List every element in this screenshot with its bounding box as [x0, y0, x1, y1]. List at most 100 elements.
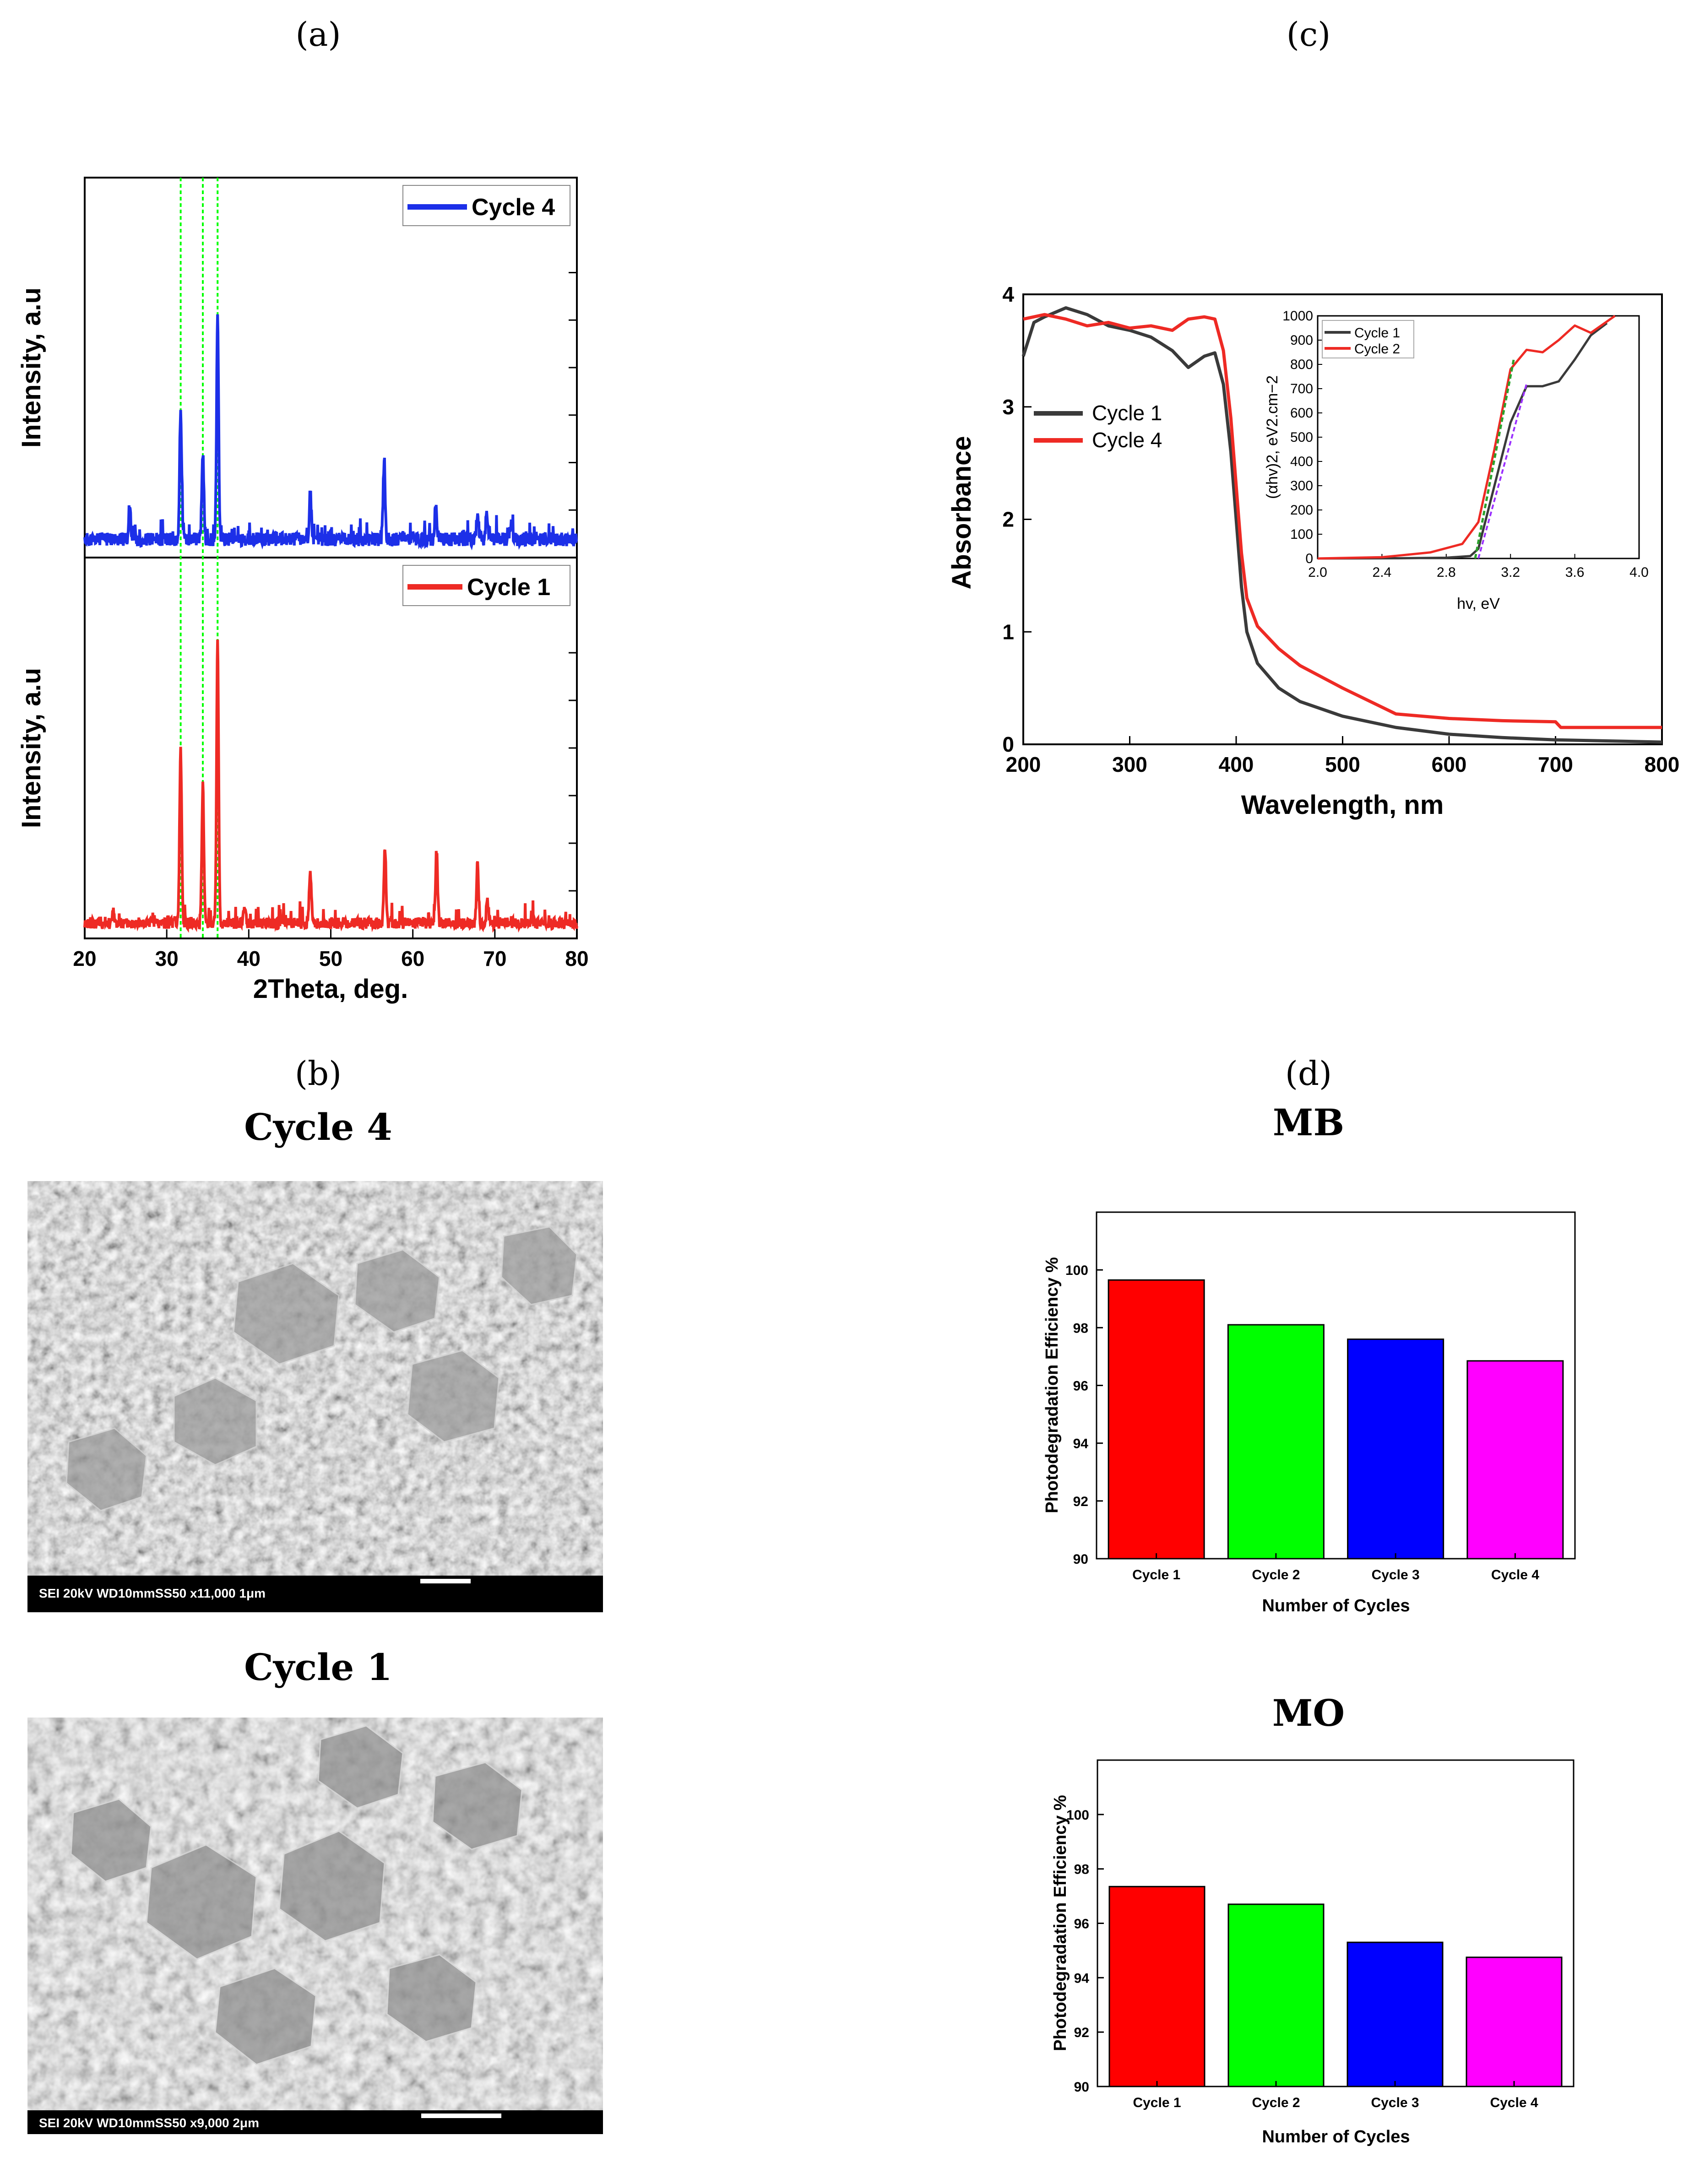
- mo-plot-bar-4: [1466, 1956, 1563, 2087]
- xrd-xtick-label: 70: [483, 947, 506, 970]
- mb-bar-chart: 90 92 94 96 98 100 Cycle 1 Cycle 2 Cycle 3 Cycle …: [1043, 1211, 1576, 1615]
- uvvis-series-cycle1: [1021, 306, 1662, 744]
- sem-info-bottom: SEI 20kV WD10mmSS50 x9,000 2μm: [39, 2116, 259, 2130]
- inset-xtick-label: 3.2: [1501, 565, 1520, 580]
- mb-plot-bar-3: [1347, 1339, 1444, 1560]
- mb-title: MB: [1273, 1101, 1344, 1144]
- panel-label-c: (c): [1287, 15, 1331, 54]
- sem-image-top: SEI 20kV WD10mmSS50 x11,000 1μm: [27, 1181, 603, 1612]
- mb-plot-bar-1: [1108, 1279, 1205, 1560]
- uvvis-ytick-label: 3: [1002, 395, 1014, 419]
- inset-ytick-label: 500: [1290, 430, 1313, 445]
- mb-xlabel: Number of Cycles: [1262, 1596, 1410, 1615]
- uvvis-xlabel: Wavelength, nm: [1241, 790, 1444, 820]
- mo-bar-chart: 90 92 94 96 98 100 Cycle 1 Cycle 2 Cycle 3 Cycle …: [1051, 1759, 1575, 2146]
- uvvis-series-cycle4: [1023, 313, 1662, 729]
- mo-plot-bar-3: [1347, 1941, 1444, 2087]
- uvvis-xtick-label: 300: [1112, 753, 1147, 776]
- mb-ylabel: Photodegradation Efficiency %: [1043, 1257, 1062, 1513]
- uvvis-legend-label-cycle4: Cycle 4: [1092, 428, 1162, 452]
- panel-label-d: (d): [1285, 1054, 1332, 1093]
- inset-xtick-label: 2.8: [1437, 565, 1456, 580]
- sem-image-bottom: SEI 20kV WD10mmSS50 x9,000 2μm: [27, 1718, 603, 2134]
- inset-series-cycle1: [1317, 322, 1608, 560]
- xrd-legend-label-cycle4: Cycle 4: [472, 194, 555, 221]
- uvvis-xtick-label: 800: [1645, 753, 1680, 776]
- mo-plot-xtick-label: Cycle 2: [1252, 2095, 1300, 2110]
- xrd-xtick-label: 80: [565, 947, 588, 970]
- xrd-xlabel: 2Theta, deg.: [253, 974, 408, 1004]
- xrd-ylabel-top: Intensity, a.u: [16, 287, 46, 448]
- xrd-legend-label-cycle1: Cycle 1: [467, 574, 550, 601]
- sem-scale-bar-bottom: [421, 2114, 501, 2118]
- sem-info-bar-top: [27, 1576, 603, 1612]
- inset-ytick-label: 300: [1290, 478, 1313, 493]
- mo-plot-ytick-label: 90: [1074, 2080, 1089, 2095]
- xrd-xtick-label: 50: [319, 947, 342, 970]
- mo-plot-bar-1: [1108, 1886, 1205, 2087]
- mb-plot-ytick-label: 98: [1073, 1321, 1088, 1336]
- mb-plot-xtick-label: Cycle 3: [1372, 1567, 1420, 1582]
- xrd-xtick-label: 40: [237, 947, 261, 970]
- uvvis-xtick-label: 200: [1006, 753, 1041, 776]
- xrd-chart: 20 30 40 50 60 70 80 Cycle 4 Cycle 1 Intensity…: [16, 177, 589, 1004]
- inset-ytick-label: 1000: [1282, 309, 1313, 324]
- inset-xlabel: hv, eV: [1457, 595, 1500, 612]
- inset-ytick-label: 400: [1290, 454, 1313, 469]
- mo-plot-xtick-label: Cycle 1: [1133, 2095, 1181, 2110]
- uvvis-chart: 200 300 400 500 600 700 800 0 1 2 3 4 Cycle 1 Cycle…: [947, 282, 1679, 820]
- mo-plot-ytick-label: 100: [1066, 1808, 1089, 1823]
- mb-plot-ytick-label: 100: [1065, 1263, 1088, 1278]
- uvvis-xtick-label: 600: [1432, 753, 1467, 776]
- uvvis-ytick-label: 1: [1002, 620, 1014, 644]
- inset-ytick-label: 100: [1290, 527, 1313, 542]
- inset-ytick-label: 900: [1290, 333, 1313, 348]
- inset-xtick-label: 4.0: [1629, 565, 1649, 580]
- sem-title-top: Cycle 4: [244, 1106, 392, 1149]
- inset-legend-label-cycle2: Cycle 2: [1354, 341, 1400, 357]
- sem-title-bottom: Cycle 1: [244, 1646, 392, 1689]
- mb-plot-ytick-label: 94: [1073, 1436, 1089, 1452]
- uvvis-legend-label-cycle1: Cycle 1: [1092, 401, 1162, 425]
- inset-ytick-label: 700: [1290, 381, 1313, 396]
- mb-plot-xtick-label: Cycle 1: [1132, 1567, 1180, 1582]
- xrd-xtick-label: 20: [73, 947, 96, 970]
- mo-xlabel: Number of Cycles: [1262, 2127, 1410, 2146]
- mb-plot-ytick-label: 96: [1073, 1379, 1088, 1394]
- panel-label-a: (a): [295, 15, 341, 54]
- mb-plot-bar-4: [1466, 1360, 1564, 1560]
- inset-series-cycle2: [1317, 314, 1616, 560]
- sem-scale-bar-top: [420, 1579, 471, 1583]
- sem-info-bar-bottom: [27, 2110, 603, 2134]
- uvvis-ylabel: Absorbance: [947, 436, 977, 589]
- mb-plot-ytick-label: 90: [1073, 1552, 1088, 1567]
- panel-label-b: (b): [295, 1054, 342, 1093]
- mo-plot-ytick-label: 92: [1074, 2025, 1089, 2040]
- inset-legend-label-cycle1: Cycle 1: [1354, 325, 1400, 341]
- xrd-xtick-label: 30: [155, 947, 179, 970]
- uvvis-ytick-label: 4: [1002, 282, 1014, 306]
- mo-plot-xtick-label: Cycle 3: [1371, 2095, 1419, 2110]
- sem-info-top: SEI 20kV WD10mmSS50 x11,000 1μm: [39, 1586, 266, 1600]
- mb-plot-xtick-label: Cycle 4: [1491, 1567, 1539, 1582]
- inset-xtick-label: 2.0: [1308, 565, 1327, 580]
- uvvis-xtick-label: 700: [1538, 753, 1573, 776]
- mb-plot-bar-2: [1227, 1324, 1325, 1560]
- uvvis-ytick-label: 0: [1002, 732, 1014, 756]
- uvvis-xtick-label: 400: [1219, 753, 1254, 776]
- inset-ylabel: (αhv)2, eV2.cm−2: [1264, 375, 1281, 499]
- xrd-ylabel-bottom: Intensity, a.u: [16, 668, 46, 828]
- xrd-xtick-label: 60: [401, 947, 424, 970]
- inset-legend: [1322, 320, 1414, 358]
- mo-plot-xtick-label: Cycle 4: [1490, 2095, 1538, 2110]
- inset-tangent-line: [1477, 383, 1528, 559]
- mo-ylabel: Photodegradation Efficiency %: [1051, 1795, 1070, 2051]
- uvvis-ytick-label: 2: [1002, 508, 1014, 531]
- inset-tangent-line: [1474, 359, 1515, 559]
- inset-xtick-label: 2.4: [1373, 565, 1392, 580]
- mb-plot-ytick-label: 92: [1073, 1494, 1088, 1509]
- inset-ytick-label: 600: [1290, 406, 1313, 421]
- inset-ytick-label: 200: [1290, 503, 1313, 518]
- mo-plot-ytick-label: 96: [1074, 1917, 1089, 1932]
